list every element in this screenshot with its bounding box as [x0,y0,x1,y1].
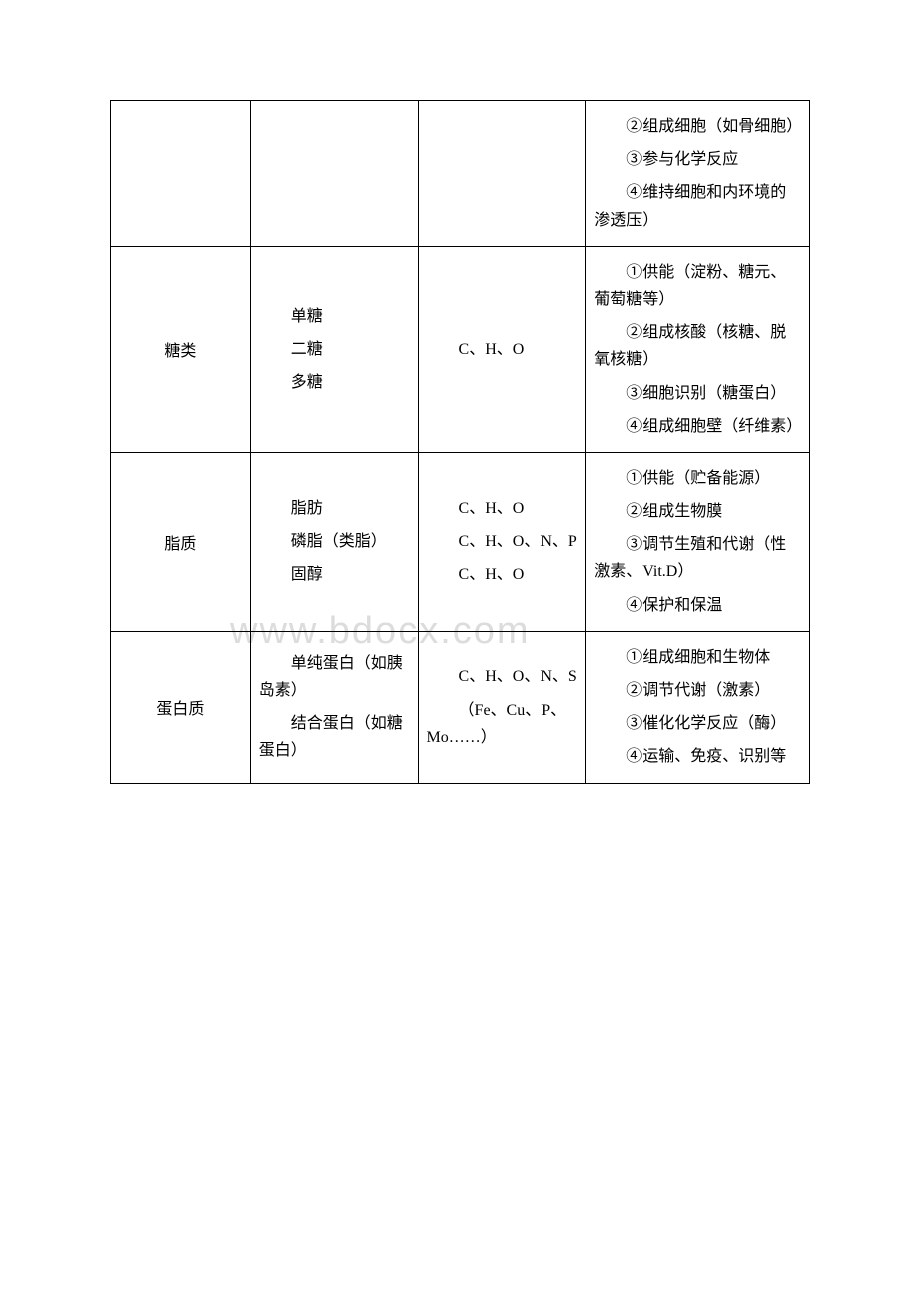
element-item: C、H、O [427,561,578,588]
cell-functions: ①组成细胞和生物体 ②调节代谢（激素） ③催化化学反应（酶） ④运输、免疫、识别… [586,631,810,783]
cell-types: 单糖 二糖 多糖 [250,246,418,452]
element-item: C、H、O [427,336,578,363]
cell-elements: C、H、O [418,246,586,452]
type-item: 单糖 [259,303,410,330]
function-item: ③参与化学反应 [594,146,801,173]
cell-functions: ②组成细胞（如骨细胞） ③参与化学反应 ④维持细胞和内环境的渗透压） [586,101,810,247]
cell-elements [418,101,586,247]
element-item: C、H、O [427,495,578,522]
table-row: 糖类 单糖 二糖 多糖 C、H、O ①供能（淀粉、糖元、葡萄糖等） ②组成核酸（… [111,246,810,452]
function-item: ①组成细胞和生物体 [594,644,801,671]
function-item: ②组成细胞（如骨细胞） [594,113,801,140]
function-item: ④保护和保温 [594,592,801,619]
function-item: ②组成生物膜 [594,498,801,525]
category-label: 脂质 [111,530,250,554]
function-item: ②组成核酸（核糖、脱氧核糖） [594,319,801,373]
type-item: 单纯蛋白（如胰岛素） [259,650,410,704]
table-row: 脂质 脂肪 磷脂（类脂） 固醇 C、H、O C、H、O、N、P C、H、O ①供… [111,452,810,631]
type-item: 磷脂（类脂） [259,528,410,555]
type-item: 二糖 [259,336,410,363]
cell-types: 单纯蛋白（如胰岛素） 结合蛋白（如糖蛋白） [250,631,418,783]
cell-elements: C、H、O C、H、O、N、P C、H、O [418,452,586,631]
cell-types: 脂肪 磷脂（类脂） 固醇 [250,452,418,631]
type-item: 固醇 [259,561,410,588]
table-row: ②组成细胞（如骨细胞） ③参与化学反应 ④维持细胞和内环境的渗透压） [111,101,810,247]
function-item: ②调节代谢（激素） [594,677,801,704]
biology-compounds-table: ②组成细胞（如骨细胞） ③参与化学反应 ④维持细胞和内环境的渗透压） 糖类 单糖… [110,100,810,784]
function-item: ④维持细胞和内环境的渗透压） [594,179,801,233]
category-label: 蛋白质 [111,695,250,719]
cell-category: 糖类 [111,246,251,452]
type-item: 结合蛋白（如糖蛋白） [259,710,410,764]
element-item: （Fe、Cu、P、Mo……） [427,697,578,751]
function-item: ④组成细胞壁（纤维素） [594,413,801,440]
function-item: ③调节生殖和代谢（性激素、Vit.D） [594,531,801,585]
type-item: 多糖 [259,369,410,396]
function-item: ④运输、免疫、识别等 [594,743,801,770]
cell-category: 蛋白质 [111,631,251,783]
category-label: 糖类 [111,337,250,361]
table-row: 蛋白质 单纯蛋白（如胰岛素） 结合蛋白（如糖蛋白） C、H、O、N、S （Fe、… [111,631,810,783]
table-container: ②组成细胞（如骨细胞） ③参与化学反应 ④维持细胞和内环境的渗透压） 糖类 单糖… [110,100,810,784]
function-item: ①供能（贮备能源） [594,465,801,492]
cell-category: 脂质 [111,452,251,631]
function-item: ③催化化学反应（酶） [594,710,801,737]
function-item: ③细胞识别（糖蛋白） [594,380,801,407]
element-item: C、H、O、N、P [427,528,578,555]
cell-functions: ①供能（贮备能源） ②组成生物膜 ③调节生殖和代谢（性激素、Vit.D） ④保护… [586,452,810,631]
element-item: C、H、O、N、S [427,663,578,690]
cell-elements: C、H、O、N、S （Fe、Cu、P、Mo……） [418,631,586,783]
cell-types [250,101,418,247]
function-item: ①供能（淀粉、糖元、葡萄糖等） [594,259,801,313]
type-item: 脂肪 [259,495,410,522]
cell-functions: ①供能（淀粉、糖元、葡萄糖等） ②组成核酸（核糖、脱氧核糖） ③细胞识别（糖蛋白… [586,246,810,452]
cell-category [111,101,251,247]
